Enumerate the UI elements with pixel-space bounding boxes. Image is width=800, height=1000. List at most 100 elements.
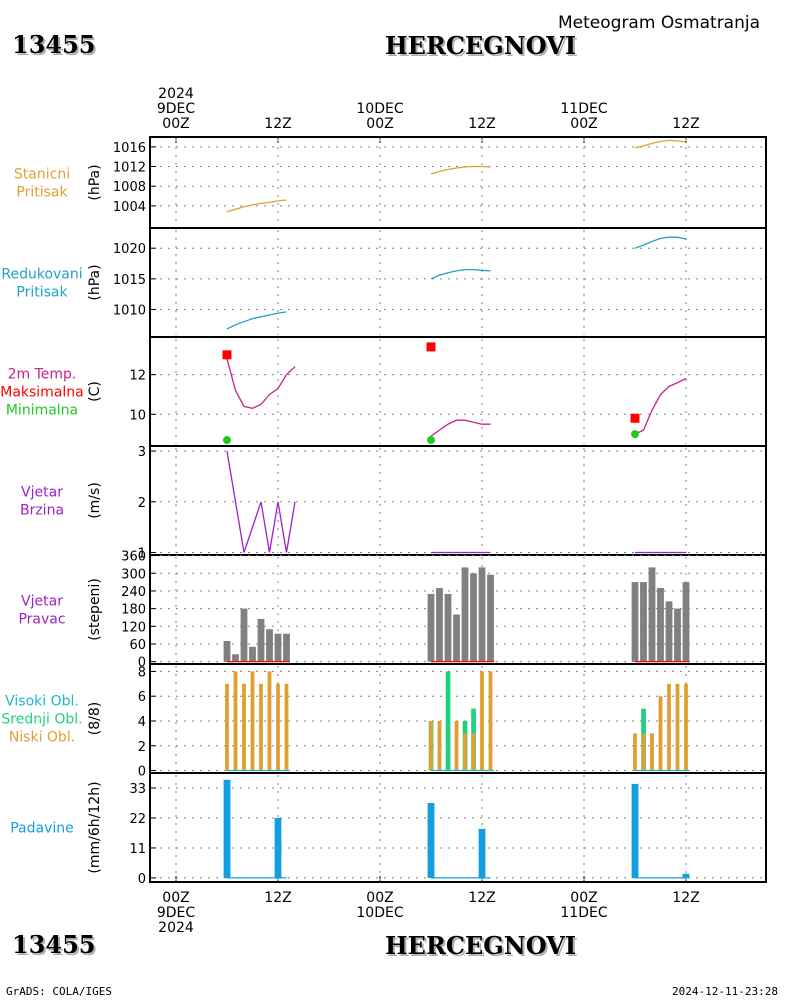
clouds-bar	[658, 696, 663, 771]
clouds-bar	[242, 683, 246, 771]
reduced-pressure-line	[430, 268, 491, 280]
clouds-bar	[675, 683, 680, 771]
y-tick-label: 4	[138, 715, 146, 730]
temperature-max-marker	[630, 413, 640, 423]
y-tick-label: 2	[138, 740, 146, 755]
generation-timestamp: 2024-12-11-23:28	[672, 985, 778, 998]
clouds-bar	[437, 721, 442, 771]
precipitation-bar	[274, 818, 282, 878]
x-tick-label-bottom: 9DEC	[157, 905, 196, 921]
plot-frame	[149, 136, 767, 883]
y-tick-label: 8	[138, 665, 146, 680]
panel-label-wind-speed: Brzina	[20, 503, 64, 519]
clouds-bar	[463, 733, 467, 771]
wind-direction-bar	[257, 618, 265, 662]
x-tick-label-bottom: 00Z	[162, 890, 189, 906]
y-tick-label: 180	[121, 603, 146, 618]
panel-label-precipitation: Padavine	[10, 821, 74, 837]
y-axis-label: (stepeni)	[87, 578, 103, 641]
x-tick-label-top: 9DEC	[157, 101, 196, 117]
x-tick-label-top: 00Z	[162, 116, 189, 132]
x-tick-label-bottom: 12Z	[264, 890, 291, 906]
x-tick-label-bottom: 12Z	[468, 890, 495, 906]
wind-direction-bar	[674, 608, 681, 662]
temperature-min-marker	[631, 430, 639, 439]
product-title: Meteogram Osmatranja	[558, 13, 761, 33]
panel-label-reduced-pressure: Pritisak	[16, 285, 68, 301]
panel-label-station-pressure: Pritisak	[16, 185, 68, 201]
y-tick-label: 11	[129, 842, 146, 857]
station-pressure-line	[226, 199, 287, 213]
clouds-bar	[267, 671, 272, 771]
clouds-bar	[471, 733, 476, 771]
panel-label-temperature: Minimalna	[6, 403, 78, 419]
wind-direction-bar	[461, 567, 469, 662]
x-tick-label-top: 12Z	[672, 116, 699, 132]
panel-label-temperature: Maksimalna	[0, 385, 84, 401]
y-tick-label: 1	[138, 546, 146, 561]
x-tick-label-bottom: 11DEC	[560, 905, 607, 921]
clouds-bar	[276, 683, 280, 771]
x-tick-label-top: 00Z	[570, 116, 597, 132]
x-tick-label-bottom: 10DEC	[356, 905, 403, 921]
wind-direction-bar	[274, 633, 282, 662]
wind-direction-bar	[682, 582, 690, 662]
y-tick-label: 1015	[113, 273, 146, 288]
station-pressure-line	[634, 139, 687, 149]
wind-direction-bar	[648, 567, 656, 662]
wind-direction-bar	[640, 582, 647, 662]
y-tick-label: 1016	[113, 141, 146, 156]
x-tick-label-top: 00Z	[366, 116, 393, 132]
clouds-bar	[445, 671, 451, 771]
reduced-pressure-line	[634, 236, 687, 249]
reduced-pressure-line	[226, 311, 287, 330]
y-tick-label: 360	[121, 550, 146, 565]
clouds-bar	[429, 721, 433, 771]
clouds-bar	[233, 671, 238, 771]
x-tick-label-bottom: 00Z	[570, 890, 597, 906]
wind-direction-bar	[478, 567, 486, 662]
precipitation-bar	[223, 779, 231, 878]
temperature-line	[226, 358, 296, 409]
y-tick-label: 0	[138, 656, 146, 671]
temperature-max-marker	[426, 342, 436, 352]
station-id-bottom: 13455	[12, 930, 96, 959]
x-tick-label-bottom: 2024	[158, 920, 194, 936]
clouds-bar	[633, 733, 637, 771]
y-tick-label: 6	[138, 690, 146, 705]
precipitation-bar	[682, 873, 690, 878]
wind-direction-bar	[249, 646, 256, 662]
clouds-bar	[641, 733, 646, 771]
y-tick-label: 60	[129, 638, 146, 653]
precipitation-bar	[631, 783, 639, 878]
temperature-min-marker	[427, 436, 435, 445]
wind-direction-bar	[266, 629, 273, 662]
clouds-bar	[488, 671, 493, 771]
clouds-bar	[480, 671, 484, 771]
y-tick-label: 0	[138, 872, 146, 887]
y-axis-label: (hPa)	[87, 164, 103, 200]
station-id: 13455	[12, 30, 96, 59]
clouds-bar	[667, 683, 671, 771]
clouds-bar	[684, 683, 688, 771]
y-tick-label: 1008	[113, 180, 146, 195]
panel-label-station-pressure: Stanicni	[14, 167, 70, 183]
y-tick-label: 2	[138, 496, 146, 511]
clouds-bar	[650, 733, 654, 771]
x-tick-label-bottom: 12Z	[672, 890, 699, 906]
y-axis-label: (hPa)	[87, 264, 103, 300]
x-tick-label-top: 12Z	[468, 116, 495, 132]
panel-label-temperature: 2m Temp.	[8, 367, 77, 383]
panel-label-clouds: Visoki Obl.	[5, 694, 79, 710]
y-tick-label: 120	[121, 620, 146, 635]
panel-label-wind-speed: Vjetar	[21, 485, 63, 501]
station-name: HERCEGNOVI	[385, 31, 577, 60]
x-tick-label-top: 2024	[158, 86, 194, 102]
y-tick-label: 0	[138, 765, 146, 780]
x-tick-label-bottom: 00Z	[366, 890, 393, 906]
wind-direction-bar	[470, 573, 477, 662]
x-tick-label-top: 11DEC	[560, 101, 607, 117]
wind-direction-bar	[283, 633, 290, 662]
y-tick-label: 1012	[113, 161, 146, 176]
precipitation-bar	[478, 828, 486, 878]
